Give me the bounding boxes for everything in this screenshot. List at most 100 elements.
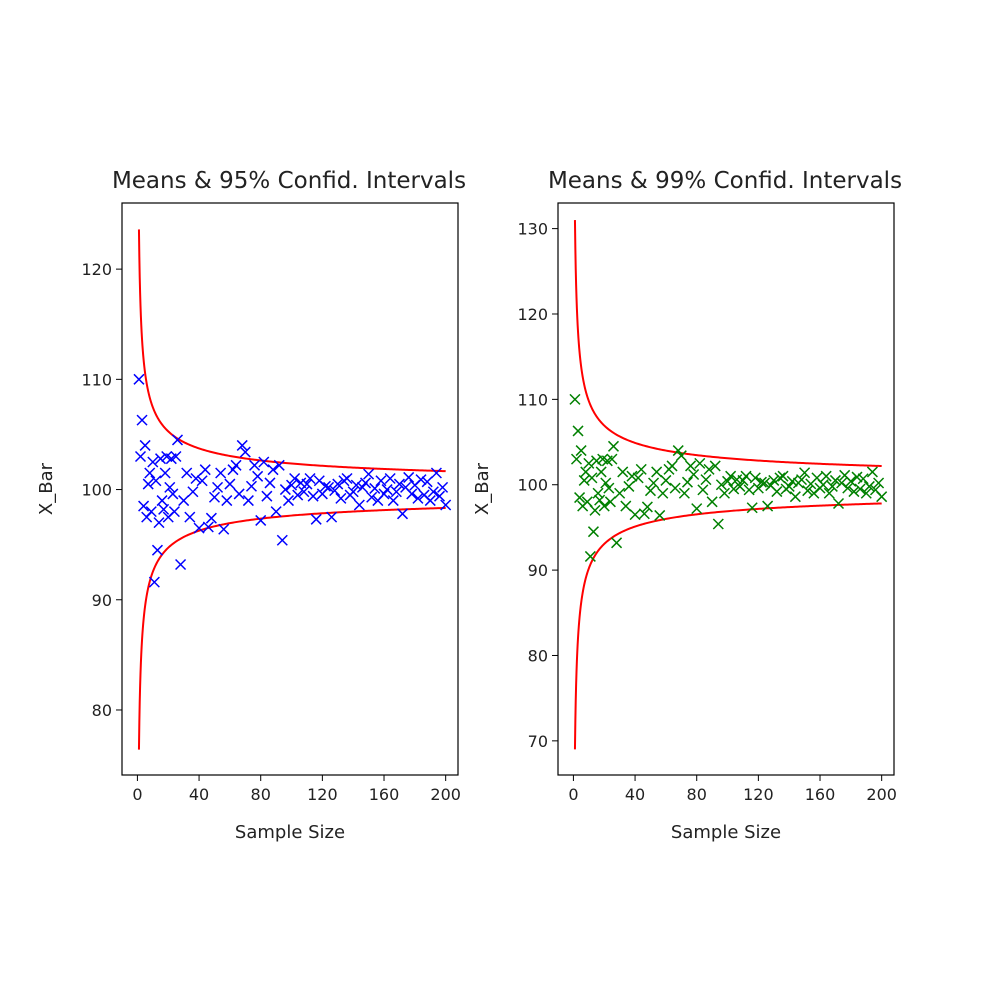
data-point	[587, 526, 599, 538]
plot-frame	[557, 202, 895, 776]
data-point	[584, 550, 596, 562]
data-point	[329, 485, 341, 497]
data-point	[353, 499, 365, 511]
x-tick-label: 160	[805, 785, 836, 804]
data-point	[390, 486, 402, 498]
data-point	[706, 496, 718, 508]
data-point	[623, 480, 635, 492]
data-point	[688, 468, 700, 481]
data-point	[249, 459, 261, 471]
data-point	[777, 470, 789, 482]
data-point	[678, 487, 690, 499]
data-point	[148, 576, 160, 588]
x-tick-label: 120	[743, 785, 774, 804]
data-point	[212, 481, 224, 493]
y-tick-label: 90	[92, 591, 112, 610]
data-point	[722, 475, 734, 487]
data-point	[675, 450, 687, 462]
data-point	[381, 484, 393, 496]
y-tick-label: 120	[517, 305, 548, 324]
data-point	[578, 474, 590, 486]
data-point	[245, 480, 257, 492]
data-point	[672, 445, 684, 457]
data-point	[728, 483, 740, 495]
data-point	[681, 476, 693, 488]
data-point	[595, 466, 607, 478]
data-point	[156, 495, 168, 507]
data-point	[289, 472, 301, 485]
data-point	[215, 467, 227, 479]
data-point	[845, 475, 857, 487]
y-tick-label: 80	[528, 646, 548, 665]
data-point	[412, 492, 424, 504]
data-point	[851, 471, 863, 483]
data-point	[170, 450, 182, 463]
x-tick-label: 200	[430, 785, 461, 804]
data-point	[196, 475, 208, 487]
data-point	[151, 544, 163, 556]
y-tick-label: 100	[517, 476, 548, 495]
data-point	[740, 470, 752, 482]
data-point	[307, 490, 319, 502]
data-point	[181, 467, 193, 479]
data-point	[437, 481, 449, 493]
x-tick-label: 40	[625, 785, 645, 804]
data-point	[666, 460, 678, 472]
data-point	[826, 480, 838, 492]
data-point	[685, 460, 697, 472]
y-axis-label: X_Bar	[36, 462, 57, 515]
x-axis-label: Sample Size	[235, 822, 345, 843]
data-point	[749, 472, 761, 484]
data-point	[421, 476, 433, 488]
data-point	[270, 506, 282, 518]
data-points	[133, 373, 452, 588]
x-tick-label: 0	[568, 785, 578, 804]
data-point	[158, 503, 170, 515]
data-point	[224, 478, 236, 490]
data-point	[817, 479, 829, 491]
data-point	[433, 490, 446, 502]
data-point	[282, 495, 294, 507]
data-point	[279, 484, 291, 496]
data-point	[267, 464, 279, 476]
data-point	[341, 472, 353, 485]
data-point	[221, 495, 233, 507]
x-tick-label: 120	[307, 785, 338, 804]
x-tick-label: 80	[251, 785, 271, 804]
data-point	[718, 487, 730, 499]
data-point	[292, 489, 304, 501]
data-point	[430, 467, 442, 479]
data-point	[261, 490, 273, 502]
x-tick-label: 160	[369, 785, 400, 804]
data-point	[138, 500, 150, 512]
data-point	[575, 445, 587, 457]
data-point	[569, 393, 581, 405]
data-point	[771, 486, 783, 498]
data-point	[746, 502, 758, 514]
chart-panel-95: Means & 95% Confid. Intervals 0 40 80 120 16…	[36, 168, 466, 843]
data-point	[310, 513, 322, 525]
data-point	[755, 476, 767, 488]
y-ticks: 80 90 100 110 120	[81, 260, 122, 720]
data-point	[703, 463, 715, 475]
x-tick-label: 40	[189, 785, 209, 804]
data-point	[335, 492, 347, 504]
chart-title: Means & 95% Confid. Intervals	[112, 168, 466, 194]
data-point	[768, 474, 780, 486]
data-point	[786, 475, 798, 487]
data-point	[175, 558, 187, 571]
y-tick-label: 110	[81, 370, 112, 389]
data-point	[424, 495, 436, 507]
data-point	[657, 487, 669, 499]
data-point	[155, 453, 167, 465]
data-point	[205, 512, 217, 524]
data-point	[589, 504, 601, 516]
data-point	[592, 487, 604, 499]
data-point	[795, 474, 808, 486]
data-point	[134, 450, 147, 463]
data-point	[570, 453, 583, 465]
data-point	[802, 485, 814, 497]
data-point	[607, 440, 620, 452]
data-point	[614, 487, 626, 499]
